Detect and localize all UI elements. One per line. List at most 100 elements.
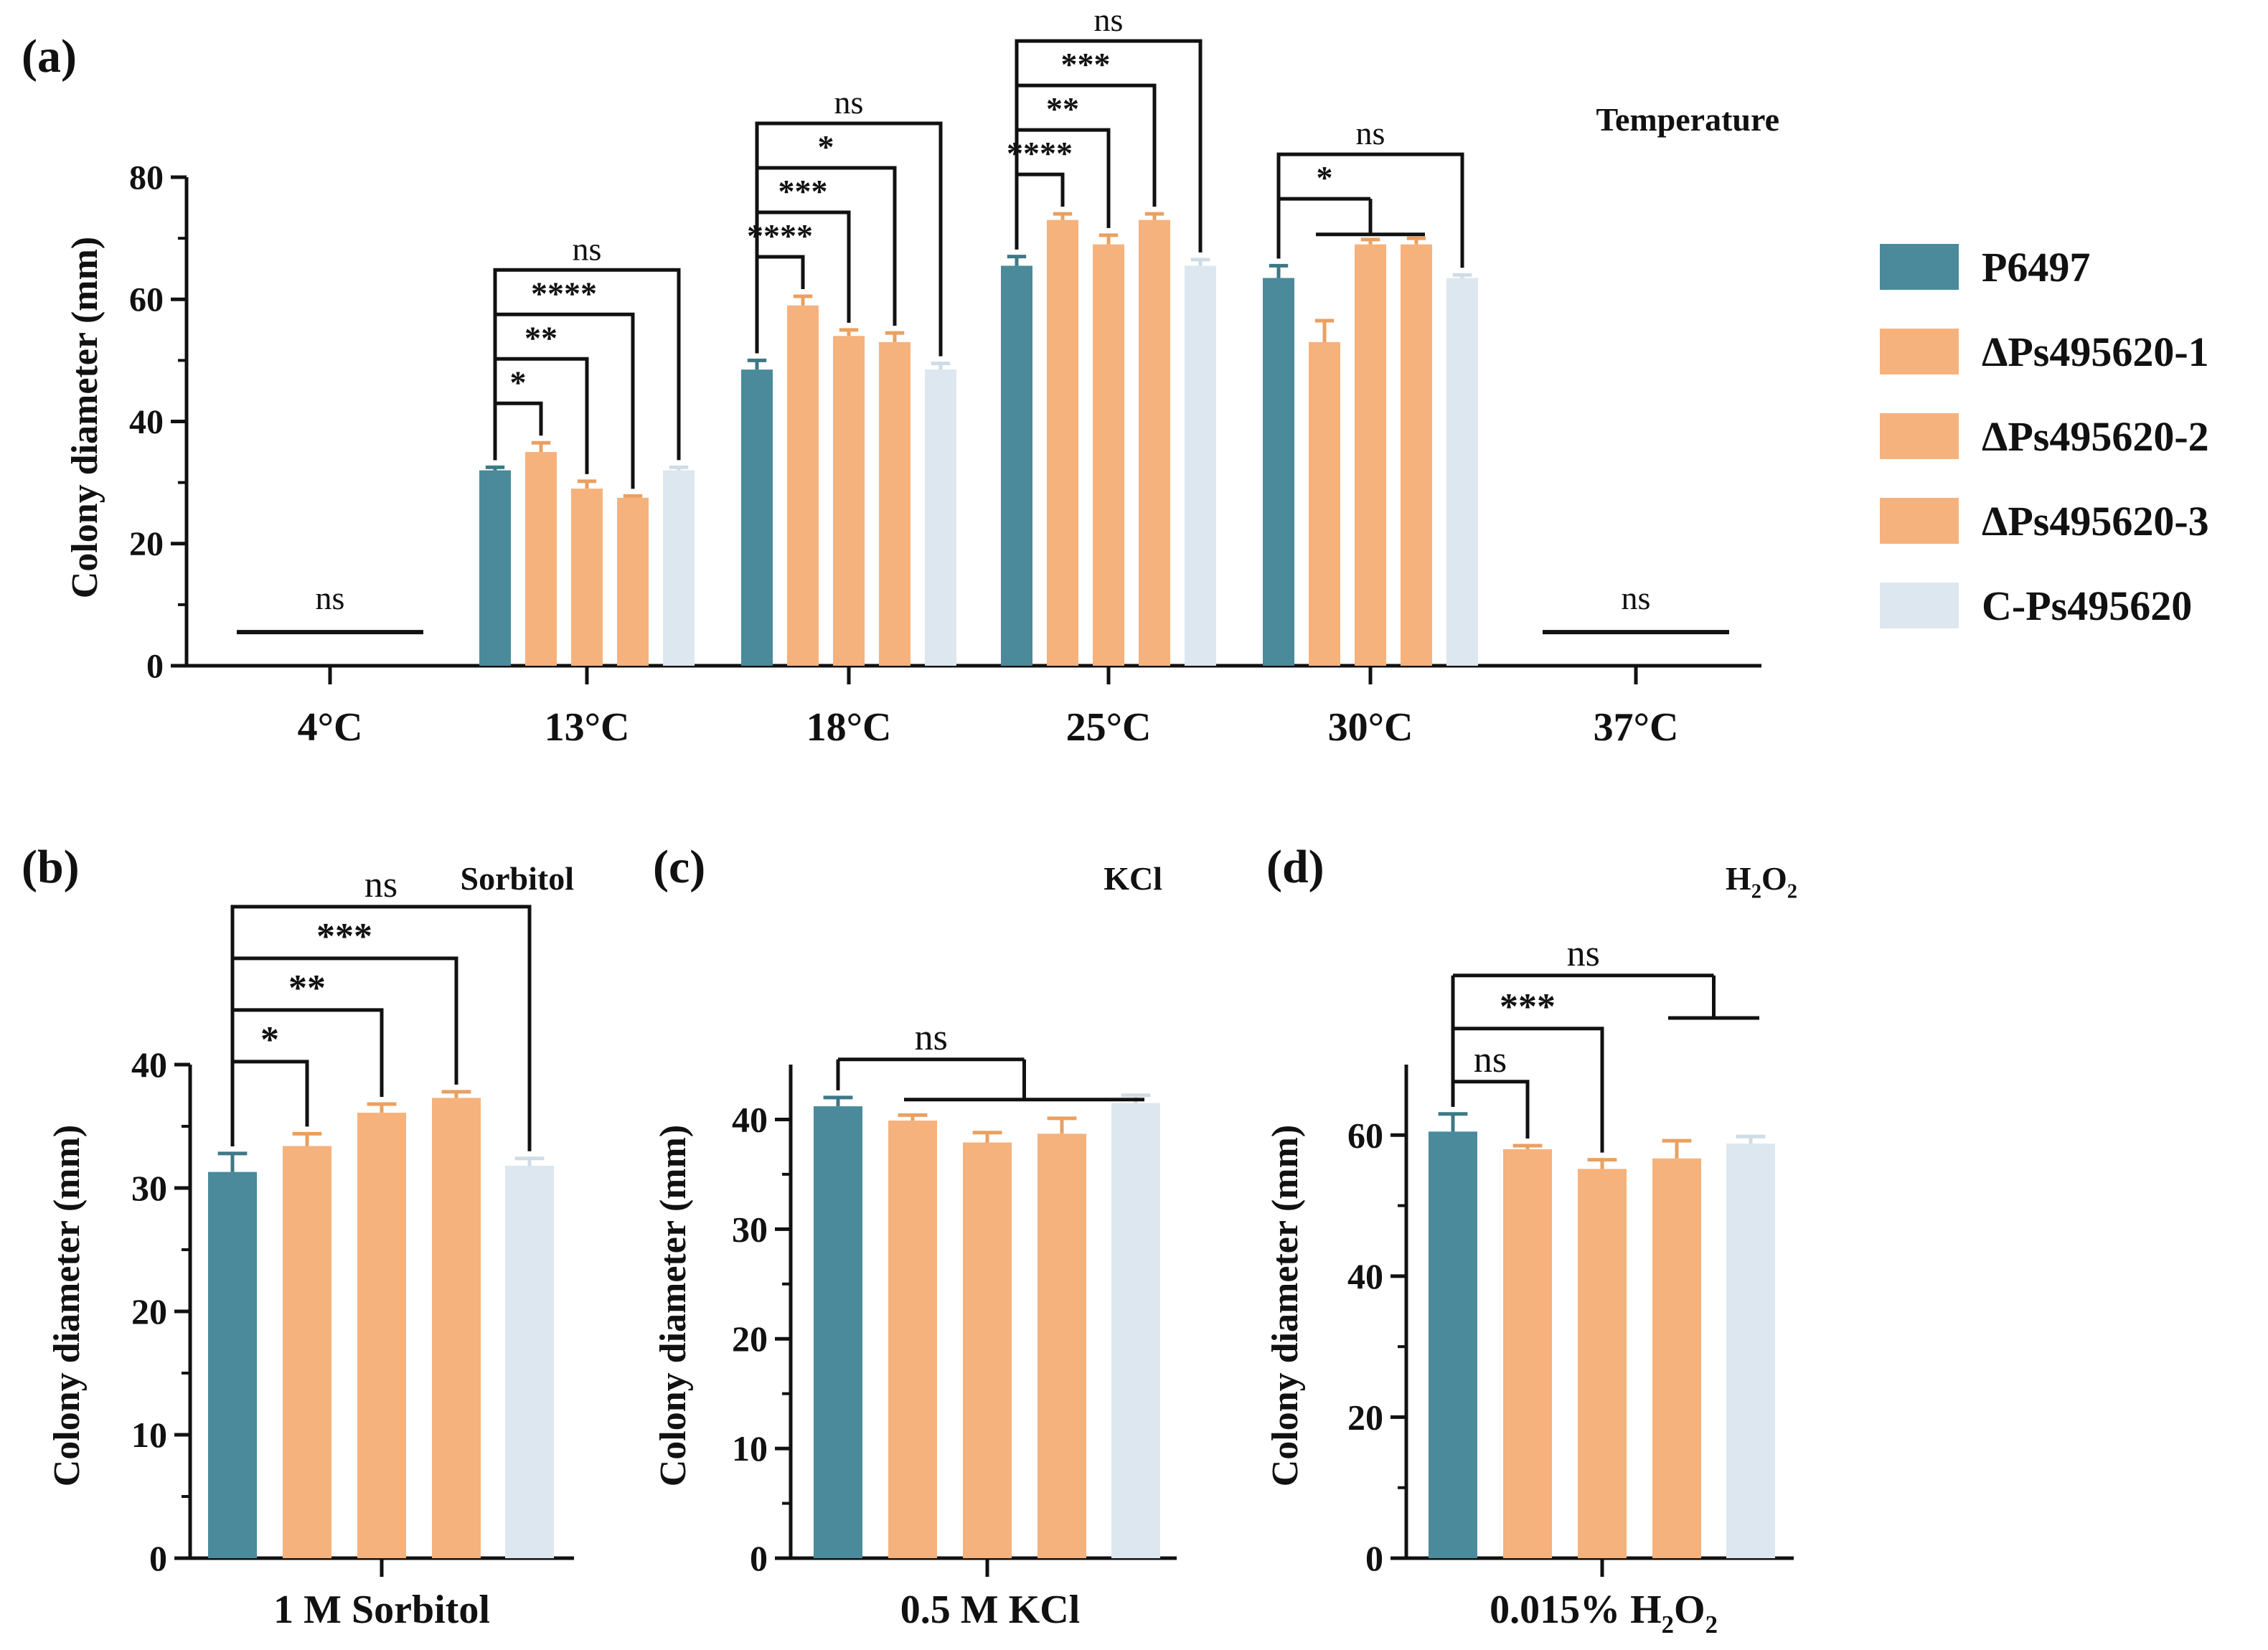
panel-d-y-tick-label: 60	[1347, 1115, 1383, 1155]
panel-d-ylabel: Colony diameter (mm)	[1265, 1125, 1306, 1487]
legend-label: C-Ps495620	[1982, 583, 2192, 629]
panel-c-bar	[963, 1142, 1012, 1558]
panel-c-y-tick-label: 10	[732, 1428, 768, 1468]
panel-d-bar	[1726, 1144, 1775, 1558]
panel-c-bar	[888, 1120, 937, 1558]
significance-label: ns	[1474, 1040, 1507, 1080]
significance-label: ns	[915, 1017, 948, 1058]
panel-a-ylabel: Colony diameter (mm)	[65, 237, 105, 599]
panel-b-bar	[432, 1098, 481, 1558]
panel-d-bar	[1429, 1131, 1477, 1558]
legend-label: P6497	[1982, 244, 2090, 291]
panel-a-y-tick-label: 80	[129, 159, 164, 197]
panel-b-bar	[505, 1166, 554, 1558]
panel-c-xlabel: 0.5 M KCl	[900, 1588, 1080, 1632]
panel-b-y-tick-label: 10	[131, 1415, 167, 1455]
panel-c-plot: 0 10 20 30 40 ns	[732, 1017, 1177, 1578]
panel-a-y-tick-label: 20	[129, 525, 164, 563]
panel-a-plot: 0204060804°Cns13°C*******ns18°C********n…	[129, 1, 1761, 750]
panel-a-title: Temperature	[1596, 101, 1779, 138]
significance-bracket	[1451, 1080, 1530, 1139]
panel-b-bar	[283, 1146, 331, 1558]
significance-label: ***	[316, 916, 372, 957]
panel-a-y-tick-label: 60	[129, 281, 164, 319]
panel-a-bar	[833, 336, 865, 666]
significance-label: *	[260, 1019, 279, 1060]
panel-d-bar	[1578, 1169, 1627, 1558]
significance-label: *	[1317, 159, 1333, 196]
legend-swatch	[1880, 413, 1959, 459]
significance-label: *	[510, 364, 527, 400]
panel-c-bar	[1111, 1103, 1160, 1558]
significance-label: *	[818, 128, 834, 165]
significance-label: **	[524, 319, 557, 356]
panel-b-ylabel: Colony diameter (mm)	[47, 1125, 88, 1487]
significance-bracket	[1276, 152, 1464, 268]
panel-c-bar	[814, 1106, 862, 1558]
panel-b-bar	[357, 1113, 406, 1558]
panel-a-x-tick-label: 30°C	[1328, 705, 1413, 750]
panel-label-a: (a)	[22, 30, 77, 82]
panel-c-y-tick-label: 30	[732, 1209, 768, 1249]
panel-d-xlabel: 0.015% H2O2	[1490, 1588, 1718, 1639]
panel-a-bar	[1446, 278, 1478, 666]
panel-a-x-tick-label: 18°C	[806, 705, 892, 750]
panel-a-bar	[1093, 244, 1124, 666]
panel-a-bar	[1139, 220, 1170, 666]
legend-swatch	[1880, 498, 1959, 544]
panel-a-bar	[571, 489, 603, 666]
panel-c-bar	[1037, 1133, 1086, 1558]
panel-c-y-tick-label: 40	[732, 1099, 768, 1139]
panel-b-bar	[208, 1172, 257, 1558]
legend: P6497 ΔPs495620-1 ΔPs495620-2 ΔPs495620-3 C-…	[1880, 244, 2209, 629]
panel-d-y-tick-label: 40	[1347, 1256, 1383, 1296]
panel-a-bar	[1309, 341, 1340, 666]
panel-a-x-tick-label: 13°C	[545, 705, 630, 750]
panel-b-title: Sorbitol	[461, 860, 574, 897]
significance-label: **	[288, 968, 326, 1009]
panel-b-y-tick-label: 30	[131, 1168, 167, 1208]
significance-bracket	[493, 268, 681, 461]
legend-swatch	[1880, 329, 1959, 374]
significance-label: ns	[316, 580, 345, 616]
significance-label: ns	[834, 84, 864, 121]
panel-c-y-tick-label: 0	[750, 1538, 768, 1578]
significance-label: ***	[778, 173, 828, 209]
legend-swatch	[1880, 244, 1959, 290]
legend-label: ΔPs495620-2	[1982, 413, 2209, 460]
significance-label: ns	[1356, 115, 1385, 151]
legend-label: ΔPs495620-1	[1982, 329, 2209, 375]
panel-c-ylabel: Colony diameter (mm)	[653, 1125, 694, 1487]
panel-label-c: (c)	[653, 841, 705, 893]
significance-bracket	[493, 401, 543, 461]
panel-a-bar	[1401, 244, 1432, 666]
significance-label: ***	[1061, 46, 1111, 82]
panel-a-bar	[663, 470, 695, 666]
panel-label-d: (d)	[1266, 841, 1324, 893]
significance-bracket	[755, 121, 943, 357]
panel-d-bar	[1652, 1158, 1701, 1558]
legend-swatch	[1880, 583, 1959, 628]
significance-label: ns	[1622, 580, 1651, 616]
significance-label: ns	[1567, 933, 1600, 974]
panel-a-bar	[1355, 244, 1386, 666]
panel-a-bar	[741, 369, 773, 666]
significance-label: ns	[364, 864, 397, 905]
panel-c-title: KCl	[1104, 860, 1162, 897]
panel-d-y-tick-label: 0	[1365, 1538, 1383, 1578]
panel-b-y-tick-label: 40	[131, 1045, 167, 1085]
panel-a-bar	[479, 470, 511, 666]
legend-label: ΔPs495620-3	[1982, 498, 2209, 544]
significance-label: **	[1046, 90, 1079, 127]
panel-a-y-tick-label: 40	[129, 403, 164, 441]
panel-a-bar	[1047, 220, 1078, 666]
panel-a-y-tick-label: 0	[146, 647, 164, 685]
panel-a-bar	[617, 497, 649, 666]
significance-bracket	[230, 905, 532, 1151]
panel-a-bar	[1185, 265, 1216, 666]
panel-a-bar	[925, 369, 956, 666]
panel-a-bar	[525, 452, 557, 666]
significance-label: ns	[1094, 1, 1124, 38]
panel-d-title: H2O2	[1726, 860, 1797, 903]
